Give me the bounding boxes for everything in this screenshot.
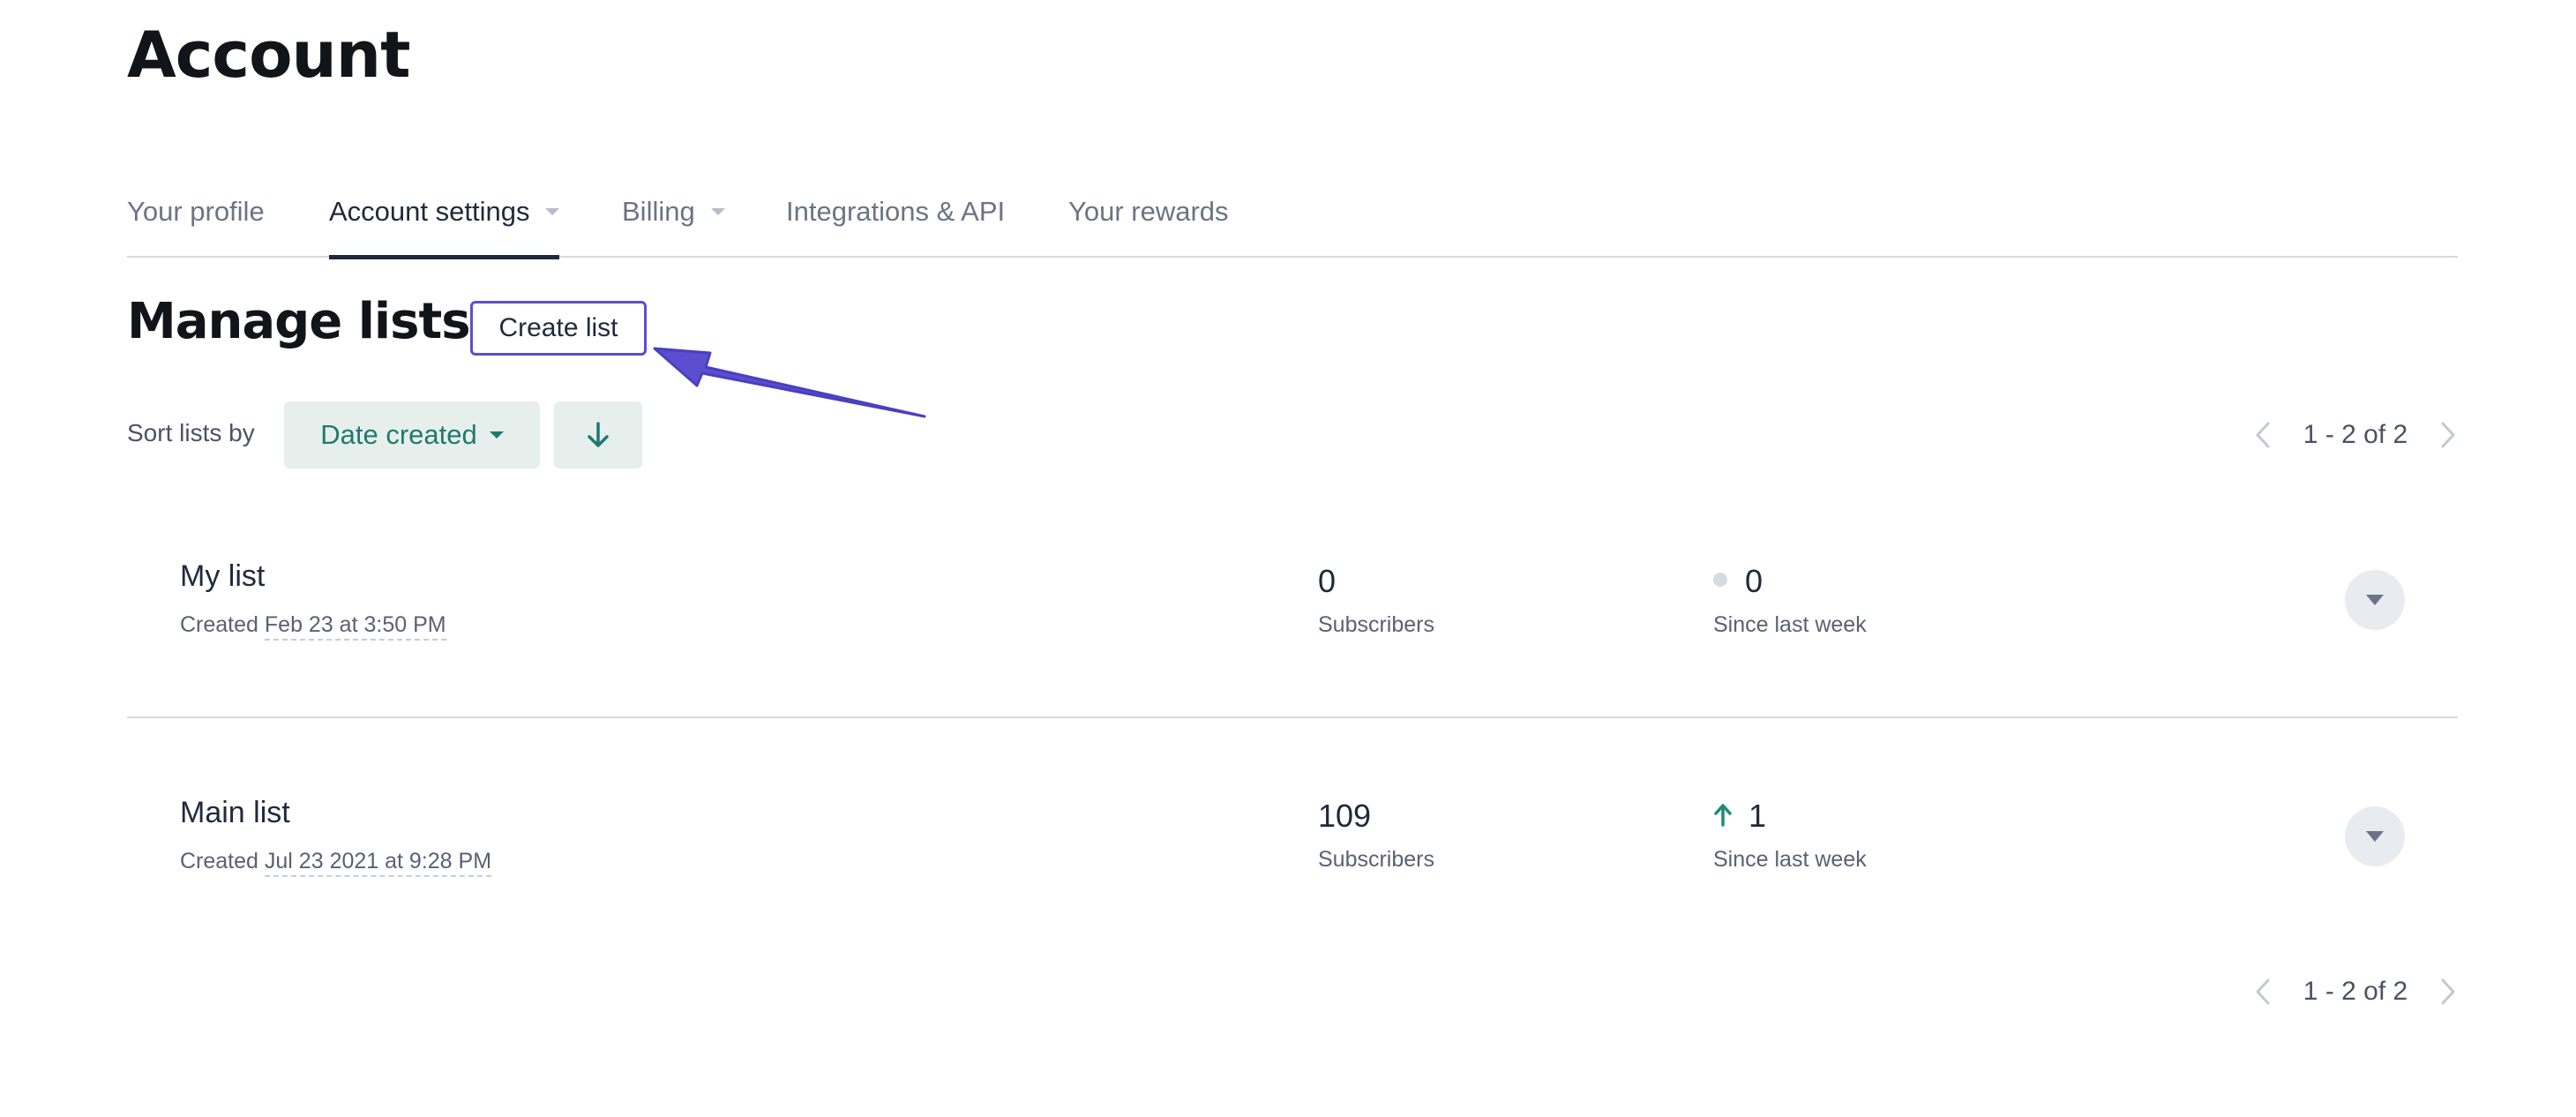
sort-by-dropdown[interactable]: Date created bbox=[284, 401, 540, 469]
list-name[interactable]: My list bbox=[180, 559, 266, 593]
subscriber-label: Subscribers bbox=[1318, 847, 1434, 872]
subscriber-label: Subscribers bbox=[1318, 612, 1434, 637]
chevron-left-icon[interactable] bbox=[2250, 974, 2276, 1009]
tab-label: Your rewards bbox=[1068, 196, 1229, 227]
chevron-right-icon[interactable] bbox=[2435, 974, 2461, 1009]
page-title: Account bbox=[127, 18, 410, 92]
tab-label: Integrations & API bbox=[786, 196, 1006, 227]
list-item: My list Created Feb 23 at 3:50 PM 0 Subs… bbox=[127, 482, 2458, 718]
caret-down-icon bbox=[710, 208, 725, 215]
tab-your-profile[interactable]: Your profile bbox=[127, 185, 265, 258]
created-prefix: Created bbox=[180, 612, 258, 637]
list-name[interactable]: Main list bbox=[180, 796, 290, 829]
pagination-top: 1 - 2 of 2 bbox=[2250, 413, 2461, 457]
arrow-down-icon bbox=[588, 422, 609, 447]
tab-integrations-api[interactable]: Integrations & API bbox=[786, 185, 1005, 258]
caret-down-icon bbox=[489, 431, 504, 439]
pagination-range: 1 - 2 of 2 bbox=[2303, 420, 2408, 449]
caret-down-icon bbox=[2366, 831, 2384, 842]
list-item: Main list Created Jul 23 2021 at 9:28 PM… bbox=[127, 718, 2458, 955]
neutral-dot-icon bbox=[1713, 573, 1727, 588]
created-date: Jul 23 2021 at 9:28 PM bbox=[264, 849, 492, 877]
sort-direction-button[interactable] bbox=[554, 401, 642, 469]
list-actions-dropdown[interactable] bbox=[2345, 570, 2405, 630]
subscriber-count: 109 bbox=[1318, 798, 1372, 834]
create-list-button[interactable]: Create list bbox=[470, 301, 647, 356]
created-date: Feb 23 at 3:50 PM bbox=[264, 612, 446, 641]
caret-down-icon bbox=[2366, 595, 2384, 605]
tab-account-settings[interactable]: Account settings bbox=[329, 185, 560, 259]
weekly-change: 0 bbox=[1713, 563, 1763, 600]
created-prefix: Created bbox=[180, 849, 258, 873]
subscriber-count: 0 bbox=[1318, 563, 1337, 599]
tab-label: Your profile bbox=[127, 196, 265, 227]
arrow-up-icon bbox=[1714, 804, 1732, 828]
weekly-change: 1 bbox=[1713, 798, 1766, 835]
pagination-range: 1 - 2 of 2 bbox=[2303, 977, 2408, 1006]
tab-your-rewards[interactable]: Your rewards bbox=[1068, 185, 1229, 258]
list-created: Created Feb 23 at 3:50 PM bbox=[180, 612, 446, 641]
list-actions-dropdown[interactable] bbox=[2345, 806, 2405, 866]
chevron-left-icon[interactable] bbox=[2250, 417, 2276, 453]
tab-billing[interactable]: Billing bbox=[622, 185, 725, 258]
list-created: Created Jul 23 2021 at 9:28 PM bbox=[180, 849, 492, 877]
weekly-change-value: 0 bbox=[1745, 563, 1764, 599]
section-title: Manage lists bbox=[127, 293, 471, 350]
chevron-right-icon[interactable] bbox=[2435, 417, 2461, 453]
sort-selected-value: Date created bbox=[320, 419, 477, 450]
tab-label: Billing bbox=[622, 196, 695, 227]
caret-down-icon bbox=[545, 208, 560, 215]
weekly-change-label: Since last week bbox=[1713, 847, 1867, 872]
sort-label: Sort lists by bbox=[127, 419, 255, 446]
weekly-change-label: Since last week bbox=[1713, 612, 1867, 637]
weekly-change-value: 1 bbox=[1749, 798, 1767, 834]
pagination-bottom: 1 - 2 of 2 bbox=[2250, 970, 2461, 1014]
account-tabs: Your profile Account settings Billing In… bbox=[127, 185, 2458, 259]
tab-label: Account settings bbox=[329, 196, 530, 227]
